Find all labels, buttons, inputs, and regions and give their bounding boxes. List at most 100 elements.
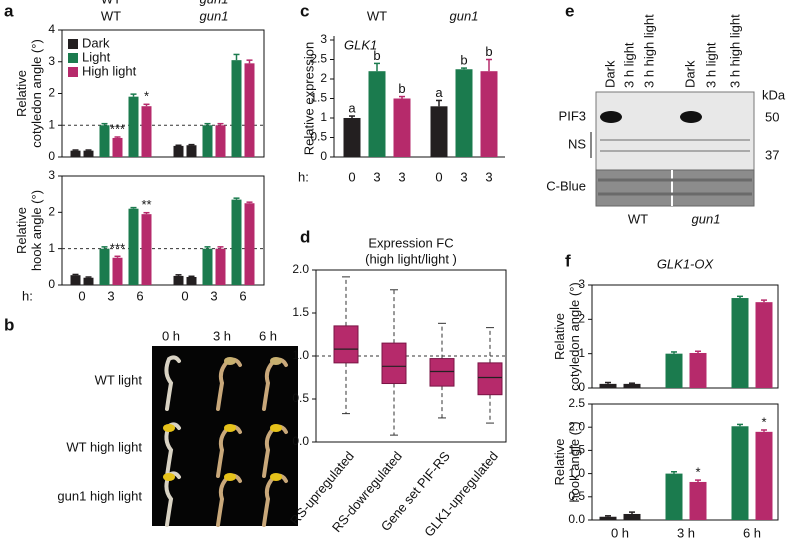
pif3-band xyxy=(600,111,622,123)
bar xyxy=(731,298,749,388)
y-tick-label: 1 xyxy=(48,241,55,255)
cotyledon xyxy=(270,357,282,365)
cotyledon xyxy=(270,473,282,481)
band-label: NS xyxy=(568,136,586,151)
box xyxy=(477,362,503,396)
x-tick-label: 6 xyxy=(239,288,246,303)
bar xyxy=(480,71,498,157)
significance-label: * xyxy=(761,414,766,429)
group-label: gun1 xyxy=(200,0,229,6)
bar xyxy=(455,69,473,157)
legend-swatch xyxy=(68,39,78,49)
significance-label: b xyxy=(485,44,492,59)
group-label: gun1 xyxy=(200,8,229,23)
y-tick-label: 0 xyxy=(578,380,585,394)
bar xyxy=(231,60,242,157)
marker-label: 37 xyxy=(765,147,779,162)
bar xyxy=(343,118,361,157)
bar xyxy=(70,150,81,157)
x-tick-label: 3 h xyxy=(677,525,695,540)
legend-swatch xyxy=(68,67,78,77)
legend-swatch xyxy=(68,53,78,63)
y-tick-label: 1.5 xyxy=(310,91,327,105)
y-tick-label: 2 xyxy=(48,205,55,219)
bar xyxy=(83,277,94,285)
bar xyxy=(755,302,773,388)
bar xyxy=(599,516,617,520)
seedling xyxy=(164,471,181,527)
x-tick-label: 0 xyxy=(181,288,188,303)
panel-letter: b xyxy=(4,315,14,334)
bar xyxy=(244,63,255,157)
significance-label: *** xyxy=(110,241,125,256)
y-axis-label: Relative xyxy=(14,207,29,254)
bar xyxy=(623,383,641,388)
significance-label: a xyxy=(348,100,356,115)
lane-label: 3 h high light xyxy=(641,14,656,88)
bar xyxy=(83,150,94,157)
legend-label: Dark xyxy=(82,35,110,50)
group-label: gun1 xyxy=(450,8,479,23)
y-axis-label: hook angle (°) xyxy=(567,421,582,502)
significance-label: a xyxy=(435,85,443,100)
y-axis-label: Relative xyxy=(14,70,29,117)
significance-label: * xyxy=(695,465,700,480)
cotyledon xyxy=(163,473,175,481)
bar xyxy=(215,248,226,285)
y-tick-label: 2.5 xyxy=(310,52,327,66)
y-tick-label: 0.5 xyxy=(568,489,585,503)
y-tick-label: 1 xyxy=(578,346,585,360)
bar xyxy=(128,208,139,285)
bar xyxy=(244,203,255,285)
inset-label: GLK1 xyxy=(344,37,377,52)
bar xyxy=(430,106,448,157)
bar xyxy=(731,426,749,520)
cotyledon xyxy=(270,424,282,432)
y-tick-label: 3 xyxy=(578,277,585,291)
bar xyxy=(689,481,707,520)
plot-frame xyxy=(61,175,265,286)
legend-label: Light xyxy=(82,49,111,64)
group-label: WT xyxy=(367,8,387,23)
bar xyxy=(215,125,226,157)
cotyledon xyxy=(224,357,236,365)
x-axis-label: h: xyxy=(298,169,309,184)
significance-label: ** xyxy=(141,197,151,212)
seedling xyxy=(164,422,181,478)
bar xyxy=(202,248,213,285)
bar xyxy=(665,473,683,520)
bar xyxy=(70,275,81,285)
panel-letter: a xyxy=(4,1,14,20)
bar xyxy=(99,125,110,157)
y-tick-label: 2 xyxy=(320,71,327,85)
panel-letter: d xyxy=(300,227,310,246)
y-tick-label: 1.5 xyxy=(292,305,309,319)
cotyledon xyxy=(224,473,236,481)
chart-title: Expression FC xyxy=(368,235,453,250)
bar xyxy=(173,145,184,157)
y-axis-label: cotyledon angle (°) xyxy=(567,282,582,391)
lane-label: Dark xyxy=(682,60,697,88)
x-tick-label: 3 xyxy=(398,169,405,184)
photo-row-label: WT light xyxy=(95,372,143,387)
y-tick-label: 2.0 xyxy=(568,419,585,433)
lane-label: 3 h light xyxy=(621,42,636,88)
y-tick-label: 1.0 xyxy=(568,466,585,480)
x-tick-label: 3 xyxy=(485,169,492,184)
significance-label: b xyxy=(398,81,405,96)
y-axis-label: cotyledon angle (°) xyxy=(29,39,44,148)
bar xyxy=(368,71,386,157)
bar xyxy=(689,352,707,388)
lane-label: 3 h high light xyxy=(727,14,742,88)
y-axis-label: Relative expression xyxy=(301,42,316,155)
significance-label: *** xyxy=(110,121,125,136)
x-tick-label: 3 xyxy=(107,288,114,303)
y-tick-label: 2.5 xyxy=(568,396,585,410)
x-tick-label: 0 xyxy=(78,288,85,303)
seedling xyxy=(164,355,181,411)
y-tick-label: 1 xyxy=(48,117,55,131)
lane-label: Dark xyxy=(602,60,617,88)
y-tick-label: 0 xyxy=(48,149,55,163)
group-label: WT xyxy=(101,8,121,23)
panel-letter: f xyxy=(565,251,571,270)
